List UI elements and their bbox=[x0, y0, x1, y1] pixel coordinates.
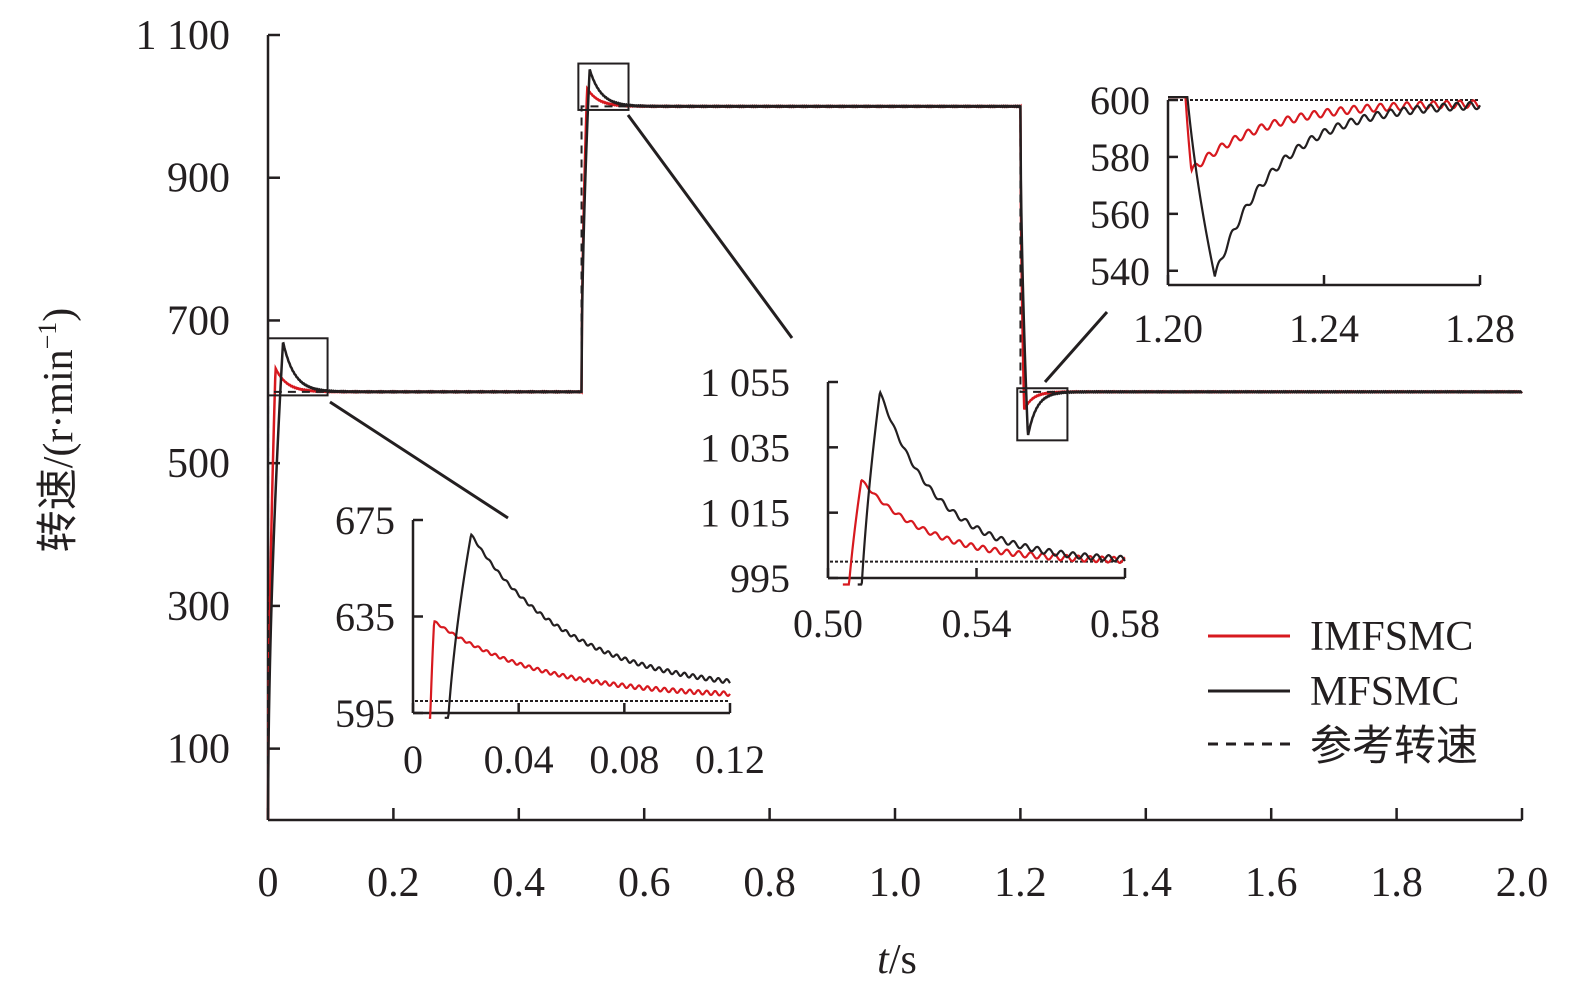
main-plot: 0 0.2 0.4 0.6 0.8 1.0 1.2 1.4 1.6 1.8 2.0 100 300 500… bbox=[136, 13, 1549, 906]
inset-step-up: 0.50 0.54 0.58 1 055 1 035 1 015 995 bbox=[700, 360, 1160, 646]
inset-y-tick-label: 595 bbox=[335, 691, 395, 736]
x-tick-label: 1.8 bbox=[1370, 860, 1423, 906]
inset-y-tick-label: 540 bbox=[1090, 249, 1150, 294]
inset-y-tick-label: 580 bbox=[1090, 135, 1150, 180]
y-tick-label: 300 bbox=[167, 584, 230, 630]
y-tick-label: 1 100 bbox=[136, 13, 231, 59]
y-tick-label: 700 bbox=[167, 298, 230, 344]
inset-x-tick-label: 0.04 bbox=[484, 737, 554, 782]
inset-x-tick-label: 0.58 bbox=[1090, 601, 1160, 646]
connector-line-3 bbox=[1043, 311, 1109, 383]
x-tick-label: 1.2 bbox=[994, 860, 1047, 906]
zoom-box-3 bbox=[1016, 387, 1069, 442]
x-tick-label: 0.4 bbox=[493, 860, 546, 906]
zoom-boxes bbox=[267, 62, 1109, 520]
inset-y-tick-label: 635 bbox=[335, 595, 395, 640]
x-tick-label: 0.8 bbox=[743, 860, 796, 906]
connector-line-1 bbox=[329, 400, 509, 520]
inset-x-tick-label: 0.50 bbox=[793, 601, 863, 646]
inset-x-tick-label: 0.54 bbox=[942, 601, 1012, 646]
legend-label-mfsmc: MFSMC bbox=[1310, 669, 1459, 715]
inset-series-mfsmc bbox=[1168, 96, 1481, 277]
inset-x-tick-label: 1.20 bbox=[1133, 306, 1203, 351]
inset-series-imfsmc bbox=[428, 620, 731, 719]
x-tick-label: 0.6 bbox=[618, 860, 671, 906]
zoom-box-2 bbox=[577, 62, 630, 111]
inset-series-imfsmc bbox=[842, 478, 1126, 586]
y-tick-label: 100 bbox=[167, 727, 230, 773]
inset-x-tick-label: 0 bbox=[403, 737, 423, 782]
inset-y-tick-label: 1 015 bbox=[700, 491, 790, 536]
inset-x-tick-label: 0.08 bbox=[589, 737, 659, 782]
inset-x-tick-label: 1.24 bbox=[1289, 306, 1359, 351]
x-tick-label: 1.4 bbox=[1120, 860, 1173, 906]
legend-label-imfsmc: IMFSMC bbox=[1310, 614, 1473, 660]
y-axis-title: 转速/(r·min−1) bbox=[33, 308, 82, 553]
inset-startup: 0 0.04 0.08 0.12 675 635 595 bbox=[335, 498, 765, 782]
inset-y-tick-label: 995 bbox=[730, 556, 790, 601]
inset-y-tick-label: 600 bbox=[1090, 78, 1150, 123]
zoom-box-1 bbox=[267, 337, 329, 397]
y-tick-label: 500 bbox=[167, 441, 230, 487]
inset-series-mfsmc bbox=[444, 532, 731, 719]
reference-line bbox=[267, 105, 1522, 821]
connector-line-2 bbox=[626, 114, 794, 339]
x-axis-title: t/s bbox=[877, 937, 917, 983]
inset-y-tick-label: 560 bbox=[1090, 192, 1150, 237]
inset-y-tick-label: 675 bbox=[335, 498, 395, 543]
x-tick-label: 1.0 bbox=[869, 860, 922, 906]
inset-y-tick-label: 1 035 bbox=[700, 425, 790, 470]
y-tick-label: 900 bbox=[167, 156, 230, 202]
inset-x-tick-label: 1.28 bbox=[1445, 306, 1515, 351]
inset-step-down: 1.20 1.24 1.28 600 580 560 540 bbox=[1090, 78, 1515, 351]
x-tick-label: 1.6 bbox=[1245, 860, 1298, 906]
legend-label-reference: 参考转速 bbox=[1310, 723, 1478, 770]
x-tick-label: 0 bbox=[258, 860, 279, 906]
x-tick-label: 0.2 bbox=[367, 860, 420, 906]
x-tick-label: 2.0 bbox=[1496, 860, 1549, 906]
legend: IMFSMC MFSMC 参考转速 bbox=[1208, 614, 1478, 770]
inset-series-mfsmc bbox=[857, 389, 1126, 586]
inset-x-tick-label: 0.12 bbox=[695, 737, 765, 782]
inset-y-tick-label: 1 055 bbox=[700, 360, 790, 405]
